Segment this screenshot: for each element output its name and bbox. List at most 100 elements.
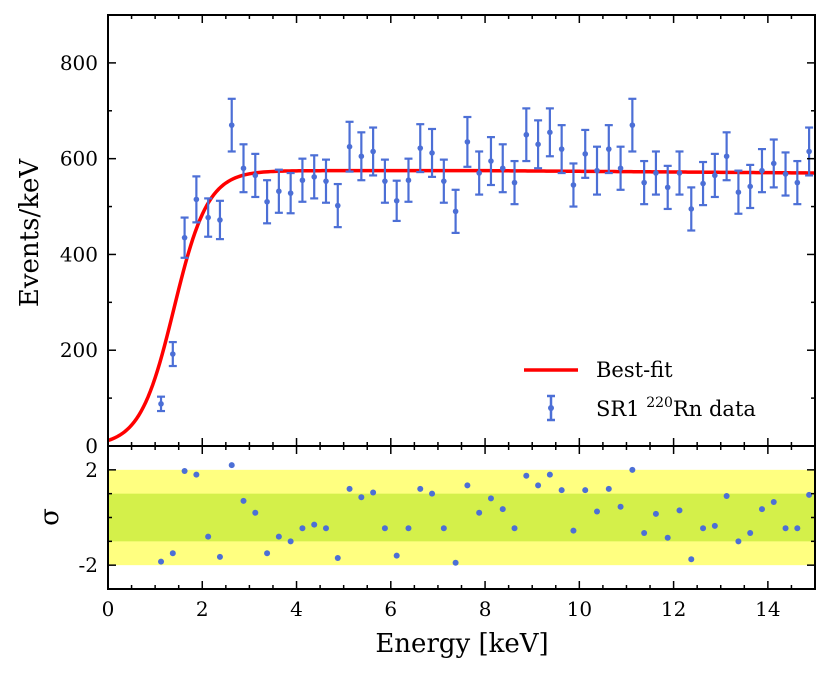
data-point [321, 158, 330, 204]
data-marker [287, 190, 294, 196]
legend-data-prefix: SR1 [596, 397, 646, 421]
residual-point [464, 482, 471, 489]
data-marker [488, 158, 494, 164]
data-marker [511, 179, 518, 186]
data-marker [547, 129, 553, 136]
residual-y-tick-label: 2 [85, 458, 98, 482]
data-marker [346, 143, 353, 150]
data-point [687, 186, 696, 232]
residual-point [782, 525, 789, 532]
data-marker [747, 183, 753, 190]
data-point [369, 126, 378, 177]
data-marker [782, 171, 789, 177]
data-marker [700, 180, 706, 187]
y-tick-label: 200 [60, 338, 98, 362]
residual-plot-area: 0 2 4 6 8 10 12 14 -2 2 [79, 445, 816, 621]
residual-point [205, 533, 212, 540]
residual-point [311, 521, 318, 528]
residual-point [429, 490, 436, 497]
data-point [616, 145, 625, 191]
data-marker [582, 151, 589, 157]
residual-point [370, 489, 377, 496]
data-marker [806, 148, 812, 155]
data-point [734, 169, 743, 215]
data-point [581, 128, 590, 179]
data-point [534, 119, 543, 170]
residual-point [169, 550, 176, 557]
data-marker [264, 198, 270, 205]
data-marker [205, 214, 211, 221]
residual-point [629, 466, 636, 473]
data-point [640, 159, 649, 206]
y-tick-label: 600 [60, 147, 98, 171]
data-marker [228, 122, 235, 128]
data-point [251, 152, 260, 199]
residual-point [582, 487, 589, 494]
residual-point [511, 525, 518, 532]
data-point [651, 150, 660, 196]
residual-point [417, 485, 424, 492]
x-tick-label: 14 [755, 597, 780, 621]
best-fit-curve [107, 168, 816, 443]
data-marker [452, 208, 459, 215]
data-marker [382, 178, 388, 184]
data-marker [299, 177, 306, 184]
data-point [310, 154, 319, 200]
data-point [439, 158, 448, 204]
residual-point [440, 525, 447, 532]
data-marker [370, 148, 376, 155]
data-point [557, 124, 566, 175]
data-point [274, 168, 283, 214]
data-marker [323, 178, 329, 184]
x-tick-label: 8 [479, 597, 492, 621]
residual-point [228, 462, 235, 469]
data-point [486, 136, 495, 187]
data-point [215, 199, 224, 241]
y-tick-label: 0 [85, 434, 98, 458]
data-point [392, 179, 401, 223]
data-marker [311, 174, 318, 180]
data-marker [523, 131, 530, 138]
data-point [675, 150, 684, 196]
residual-point [594, 508, 601, 515]
legend-data-superscript: 220 [646, 395, 673, 411]
residual-point [476, 509, 483, 516]
residual-point [605, 485, 612, 492]
residual-point [758, 506, 765, 513]
data-point [333, 182, 342, 229]
data-point [475, 150, 484, 196]
legend: Best-fit SR1 220Rn data [524, 358, 756, 422]
legend-data-suffix: Rn data [673, 397, 756, 421]
data-point [263, 179, 272, 225]
data-marker [676, 170, 683, 176]
data-point [699, 160, 708, 207]
main-plot-area: 0 200 400 600 800 [60, 14, 816, 458]
residual-point [723, 493, 730, 500]
data-point [663, 164, 672, 211]
residual-point [346, 485, 353, 492]
data-marker [770, 160, 777, 167]
data-point [522, 107, 531, 163]
data-marker [441, 178, 447, 184]
y-axis-title-main: Events/keV [15, 158, 45, 307]
residual-point [652, 510, 659, 517]
data-marker [417, 145, 424, 151]
data-marker [570, 182, 577, 188]
data-marker [170, 351, 176, 357]
x-tick-label: 2 [196, 597, 209, 621]
legend-label-data: SR1 220Rn data [596, 395, 756, 421]
residual-point [158, 558, 165, 565]
data-marker [558, 146, 565, 152]
data-point [510, 159, 519, 206]
residual-point [711, 522, 718, 529]
data-marker [499, 165, 506, 172]
data-marker [334, 202, 341, 209]
data-point [404, 157, 413, 203]
residual-y-tick-label: -2 [79, 553, 98, 577]
residual-point [334, 555, 341, 562]
residual-point [617, 503, 624, 510]
data-point [168, 340, 177, 368]
data-marker [629, 122, 636, 128]
data-point [746, 163, 755, 210]
